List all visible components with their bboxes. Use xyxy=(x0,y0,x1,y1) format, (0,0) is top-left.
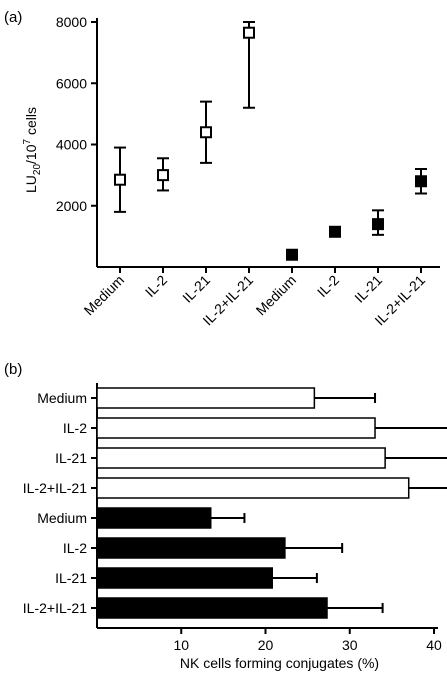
y-tick-label: Medium xyxy=(37,510,87,526)
bar-open xyxy=(96,417,376,439)
y-tick-label: 6000 xyxy=(56,75,87,91)
x-tick-label: Medium xyxy=(81,272,128,319)
panel-a: (a) 2000 4000 6000 8000 LU20/107 cells Medium I… xyxy=(4,9,440,329)
y-axis-title-part-0: LU xyxy=(23,175,39,193)
x-tick-label: 30 xyxy=(342,637,358,653)
y-axis-title: LU20/107 cells xyxy=(22,107,43,193)
y-tick-label: IL-21 xyxy=(55,450,87,466)
data-point-filled xyxy=(415,175,427,188)
y-tick-label: IL-2 xyxy=(63,540,87,556)
bar-filled xyxy=(96,507,212,529)
data-point-filled xyxy=(286,248,298,261)
panel-a-label: (a) xyxy=(4,9,22,26)
data-point-open xyxy=(157,169,169,182)
data-point-open xyxy=(114,173,126,186)
y-tick-label: 4000 xyxy=(56,137,87,153)
x-tick-label: 20 xyxy=(258,637,274,653)
y-tick-label: IL-2+IL-21 xyxy=(23,600,87,616)
y-tick-label: 2000 xyxy=(56,198,87,214)
bar-filled xyxy=(96,597,328,619)
y-tick-label: 8000 xyxy=(56,14,87,30)
bar-open xyxy=(96,477,410,499)
x-tick-label: IL-2 xyxy=(142,272,171,301)
x-tick-label: IL-21 xyxy=(179,272,213,306)
x-tick-label: Medium xyxy=(253,272,300,319)
y-tick-label: IL-2 xyxy=(63,420,87,436)
panel-b-label: (b) xyxy=(4,361,22,378)
bar-open xyxy=(96,447,386,469)
x-tick-label: 40 xyxy=(426,637,442,653)
y-tick-label: IL-21 xyxy=(55,570,87,586)
y-axis-title-part-3: 7 xyxy=(22,138,33,144)
data-point-filled xyxy=(329,225,341,238)
y-axis-title-part-4: cells xyxy=(23,107,39,139)
data-point-open xyxy=(243,26,255,39)
y-tick-label: IL-2+IL-21 xyxy=(23,480,87,496)
y-axis-title-part-2: /10 xyxy=(23,144,39,164)
x-tick-label: IL-21 xyxy=(351,272,385,306)
panel-b: (b) 10 20 30 40 NK cells forming conjugates (… xyxy=(4,361,447,671)
x-tick-label: 10 xyxy=(173,637,189,653)
bar-filled xyxy=(96,567,273,589)
bar-filled xyxy=(96,537,286,559)
x-tick-label: IL-2 xyxy=(314,272,343,301)
bar-open xyxy=(96,387,316,409)
x-axis-title: NK cells forming conjugates (%) xyxy=(180,655,379,671)
data-point-open xyxy=(200,126,212,139)
y-axis-title-part-1: 20 xyxy=(32,164,43,176)
y-tick-label: Medium xyxy=(37,390,87,406)
data-point-filled xyxy=(372,218,384,231)
